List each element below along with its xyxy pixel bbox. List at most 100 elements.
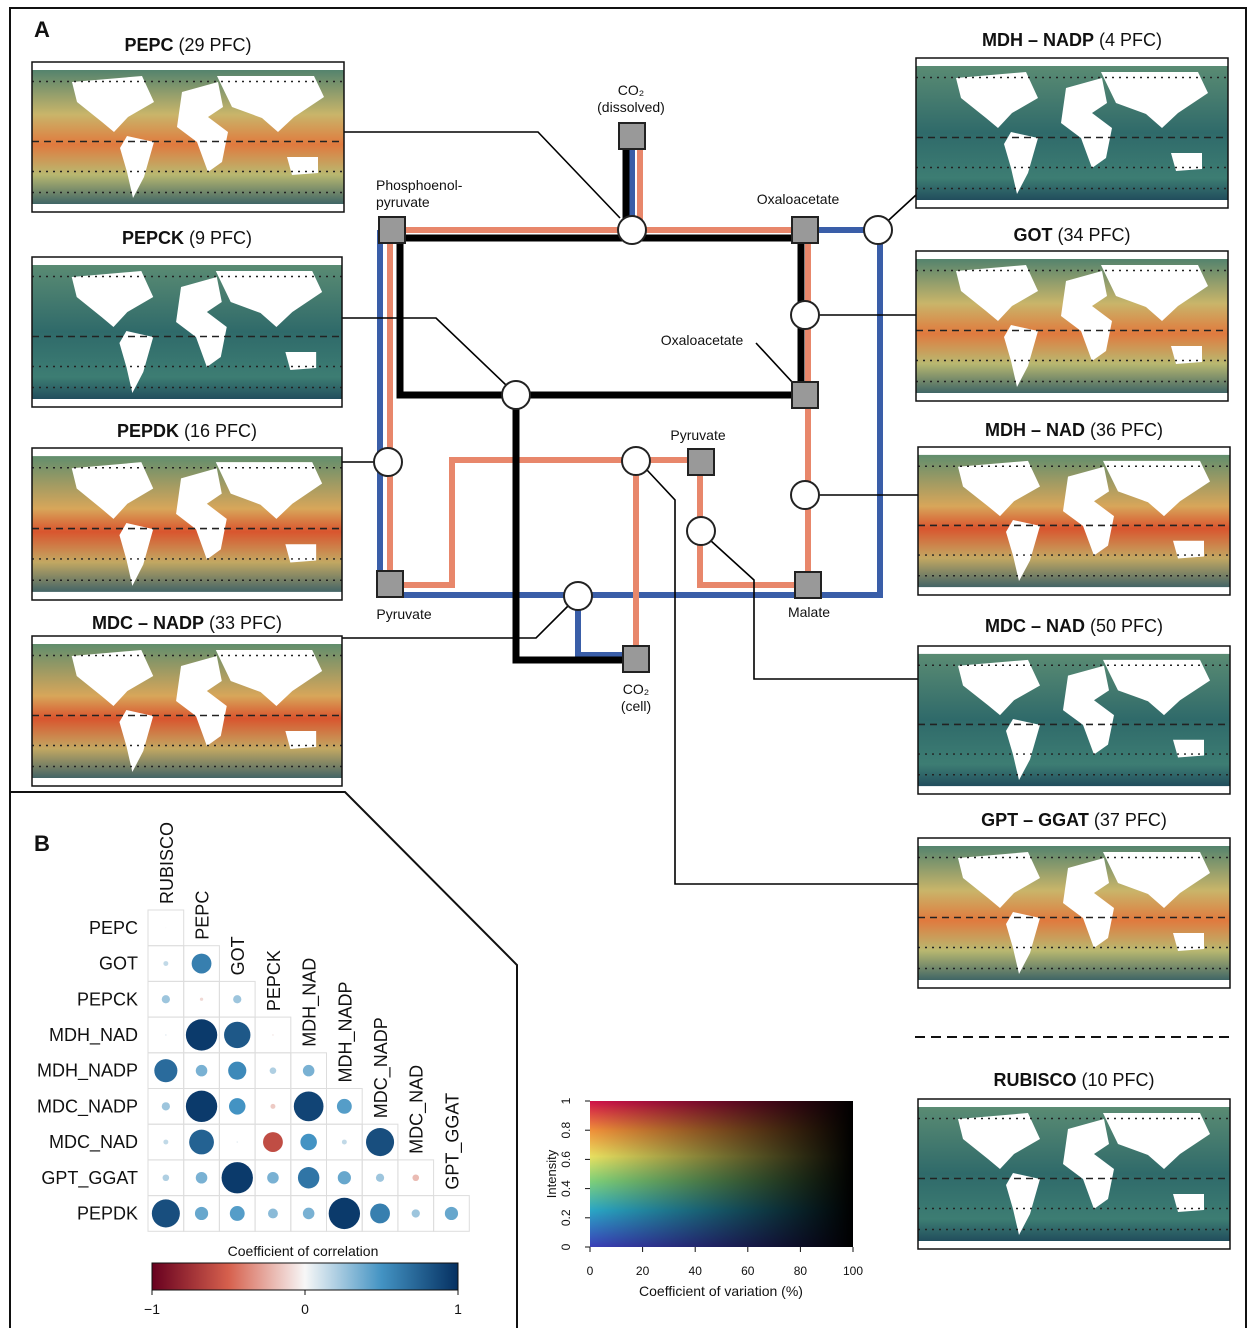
column-label: MDC_NADP [371,1017,392,1118]
path-salmon [390,240,808,585]
enzyme [791,301,819,329]
correlation-dot [163,961,168,966]
correlation-dot [329,1198,360,1229]
map-title: GOT (34 PFC) [1013,225,1130,245]
correlation-dot [196,1172,208,1184]
map-name: MDC – NADP [92,613,204,633]
correlation-dot [186,1019,217,1050]
map [32,636,342,786]
enzyme [374,448,402,476]
x-tick-label: 40 [689,1264,703,1278]
x-tick-label: 60 [741,1264,755,1278]
y-tick-label: 0.8 [559,1122,573,1139]
map-count: (33 PFC) [209,613,282,633]
map-count: (16 PFC) [184,421,257,441]
map-title: MDC – NADP (33 PFC) [92,613,282,633]
map-title: PEPC (29 PFC) [124,35,251,55]
correlation-dot [186,1091,217,1122]
map-name: PEPCK [122,228,184,248]
correlation-dot [303,1065,315,1077]
correlation-dot [376,1174,384,1182]
map [32,448,342,600]
y-tick-label: 0 [559,1243,573,1250]
correlation-dot [195,1207,208,1220]
correlation-dot [412,1209,420,1217]
cv-legend-shade [590,1101,853,1247]
correlation-dot [189,1130,214,1155]
correlation-dot [270,1104,275,1109]
map-title: MDH – NAD (36 PFC) [985,420,1163,440]
metabolite-label: Phosphoenol- [376,177,463,193]
path-black [392,137,801,395]
correlation-dot [268,1209,278,1219]
map-count: (34 PFC) [1058,225,1131,245]
map-count: (10 PFC) [1082,1070,1155,1090]
correlation-dot [272,1034,274,1036]
correlation-dot [163,1140,168,1145]
map-name: MDC – NAD [985,616,1085,636]
map-title: GPT – GGAT (37 PFC) [981,810,1167,830]
y-tick-label: 0.6 [559,1151,573,1168]
map-count: (37 PFC) [1094,810,1167,830]
metabolite [792,382,818,408]
map-name: MDH – NADP [982,30,1094,50]
map-count: (36 PFC) [1090,420,1163,440]
row-label: MDH_NAD [49,1025,138,1046]
correlation-dot [233,995,241,1003]
map [918,838,1230,988]
row-label: PEPC [89,918,138,938]
enzyme [687,517,715,545]
correlation-dot [342,1140,347,1145]
metabolite-label: Oxaloacetate [661,332,744,348]
map-title: PEPCK (9 PFC) [122,228,252,248]
metabolite-label: Pyruvate [670,427,725,443]
metabolite-label: (dissolved) [597,99,665,115]
map-title: RUBISCO (10 PFC) [993,1070,1154,1090]
row-label: GOT [99,954,138,974]
correlation-dot [230,1206,245,1221]
map [32,257,342,407]
enzyme [622,447,650,475]
correlation-dot [300,1134,317,1151]
correlation-dot [163,1174,170,1181]
metabolite [619,123,645,149]
y-tick-label: 1 [559,1097,573,1104]
panel-label: A [34,17,50,42]
colorbar-tick-label: −1 [144,1301,160,1317]
y-tick-label: 0.2 [559,1209,573,1226]
column-label: GPT_GGAT [442,1093,463,1190]
correlation-dot [263,1132,283,1152]
correlation-dot [200,998,203,1001]
figure: A B PEPC (29 PFC)PEPCK (9 PFC)PEPDK (16 [0,0,1248,1328]
correlation-dot [294,1092,324,1122]
colorbar [152,1263,458,1290]
map-title: PEPDK (16 PFC) [117,421,257,441]
correlation-dot [370,1204,390,1224]
metabolite [792,217,818,243]
metabolite-label: CO₂ [623,681,649,697]
connector [342,318,506,385]
map [918,1099,1230,1249]
correlation-dot [229,1098,246,1115]
correlation-dot [412,1174,419,1181]
correlation-dot [228,1062,246,1080]
column-label: PEPCK [264,950,284,1011]
column-label: MDH_NADP [335,981,356,1082]
panel-label: B [34,831,50,856]
row-label: PEPDK [77,1203,138,1223]
column-label: PEPC [193,891,213,940]
map-count: (50 PFC) [1090,616,1163,636]
metabolite [795,572,821,598]
metabolite-label: Pyruvate [376,606,431,622]
correlation-dot [224,1022,250,1048]
metabolite [379,217,405,243]
map-name: PEPC [124,35,173,55]
column-label: MDH_NAD [300,958,321,1047]
y-tick-label: 0.4 [559,1180,573,1197]
column-label: RUBISCO [157,822,177,904]
enzyme [564,582,592,610]
colorbar-tick-label: 0 [301,1301,309,1317]
y-axis-label: Intensity [544,1149,559,1198]
map-name: RUBISCO [993,1070,1076,1090]
enzyme [864,216,892,244]
